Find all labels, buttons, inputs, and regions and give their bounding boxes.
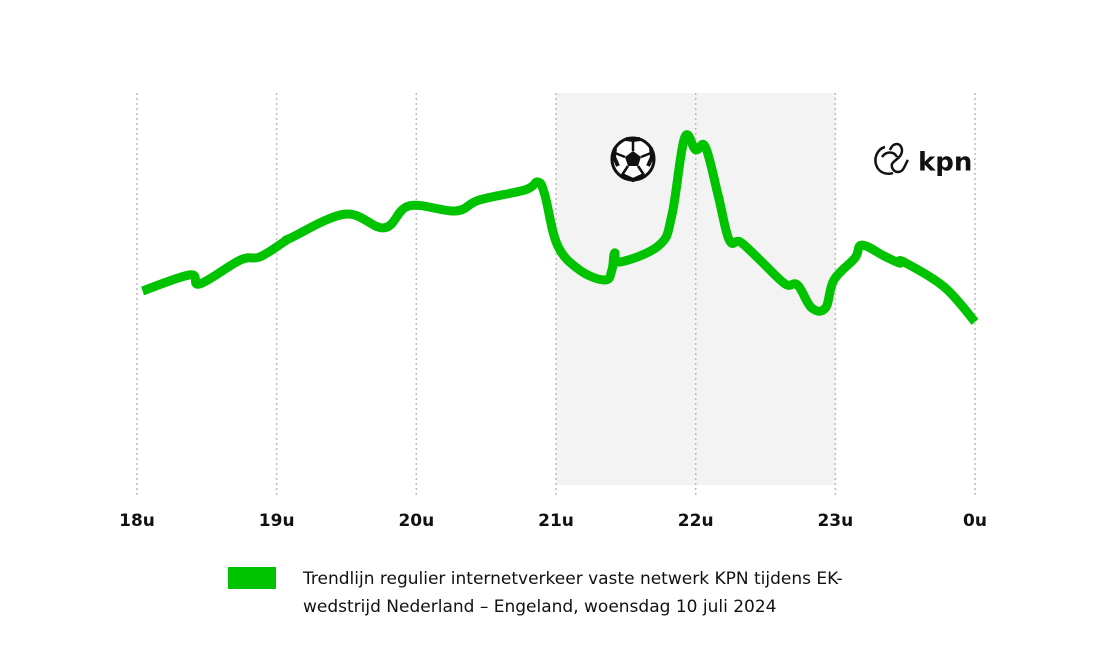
kpn-logo: kpn xyxy=(874,142,972,178)
lines xyxy=(141,130,979,325)
logo-text: kpn xyxy=(918,148,972,178)
x-tick-label: 18u xyxy=(119,511,155,531)
legend-swatch xyxy=(228,567,276,589)
x-tick-label: 20u xyxy=(398,511,434,531)
x-tick-label: 19u xyxy=(259,511,295,531)
football-icon xyxy=(610,136,656,183)
x-tick-label: 0u xyxy=(963,511,987,531)
x-tick-label: 21u xyxy=(538,511,574,531)
legend-label: Trendlijn regulier internetverkeer vaste… xyxy=(303,569,843,617)
x-tick-label: 22u xyxy=(678,511,714,531)
trend-line xyxy=(141,130,979,325)
legend: Trendlijn regulier internetverkeer vaste… xyxy=(228,565,848,621)
x-tick-label: 23u xyxy=(817,511,853,531)
grid: 18u 19u 20u 21u 22u 23u 0u xyxy=(119,93,987,531)
